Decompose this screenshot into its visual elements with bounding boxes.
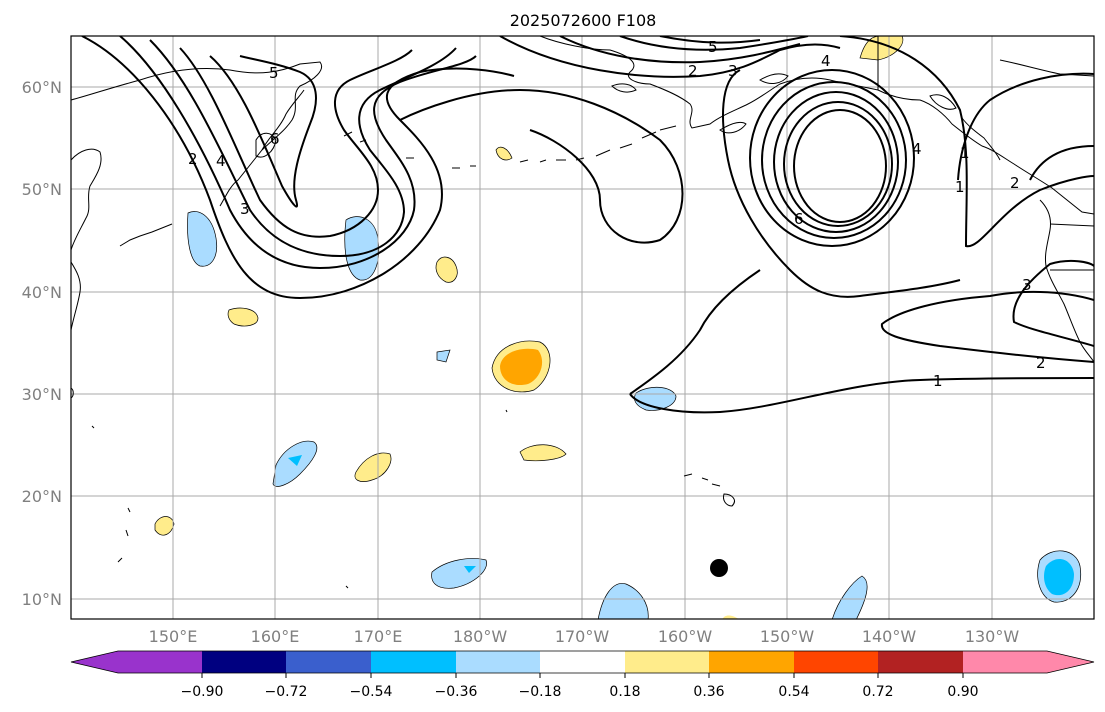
figure-title: 2025072600 F108	[510, 11, 657, 30]
colorbar-extend-max	[1047, 651, 1094, 673]
colorbar: −0.90 −0.72 −0.54 −0.36 −0.18 0.18 0.36 …	[70, 650, 1095, 700]
contour-label: 4	[216, 152, 226, 170]
map-frame	[70, 35, 1095, 620]
shade-region	[431, 558, 487, 589]
lon-label: 150°W	[760, 627, 815, 646]
colorbar-segment	[963, 651, 1047, 673]
shade-region	[288, 455, 302, 466]
lon-label: 170°W	[555, 627, 610, 646]
contour-label: 5	[269, 64, 279, 82]
colorbar-extend-min	[71, 651, 118, 673]
shade-region	[500, 348, 543, 386]
colorbar-tick-label: 0.90	[947, 684, 978, 700]
colorbar-tick-label: −0.36	[435, 684, 478, 700]
map-area: 6 5 4 3 2 4 3 2 1 6 5 4 1 3 2 2 1	[71, 36, 1094, 619]
longitude-labels: 150°E 160°E 170°E 180°W 170°W 160°W 150°…	[149, 627, 1020, 646]
colorbar-segment	[456, 651, 541, 673]
colorbar-tick-label: 0.36	[693, 684, 724, 700]
colorbar-segment	[878, 651, 964, 673]
colorbar-segment	[286, 651, 372, 673]
shade-region	[464, 566, 476, 573]
contour-label: 6	[794, 210, 804, 228]
shade-region	[831, 575, 868, 619]
shade-region	[597, 583, 649, 619]
colorbar-tick-label: −0.18	[519, 684, 562, 700]
colorbar-segment	[118, 651, 202, 673]
contour-label: 2	[1036, 354, 1046, 372]
contour-label: 5	[708, 38, 718, 56]
lat-label: 30°N	[22, 385, 62, 404]
shade-region	[154, 516, 175, 536]
colorbar-outline	[70, 650, 1095, 674]
colorbar-tick-label: −0.72	[265, 684, 308, 700]
contour-label: 4	[912, 140, 922, 158]
colorbar-tick-label: −0.54	[350, 684, 393, 700]
lat-label: 10°N	[22, 590, 62, 609]
lat-label: 40°N	[22, 283, 62, 302]
shade-region	[354, 452, 392, 482]
lon-label: 170°E	[354, 627, 403, 646]
lon-label: 130°W	[965, 627, 1020, 646]
lon-label: 140°W	[862, 627, 917, 646]
contour-label: 6	[270, 130, 280, 148]
colorbar-tick-label: 0.54	[778, 684, 809, 700]
contour-label: 2	[188, 150, 198, 168]
location-marker	[710, 559, 728, 577]
contour-label: 2	[1010, 174, 1020, 192]
colorbar-tick-label: −0.90	[181, 684, 224, 700]
colorbar-segment	[371, 651, 457, 673]
colorbar-segment	[794, 651, 879, 673]
lon-label: 180°W	[453, 627, 508, 646]
shade-region	[187, 211, 218, 267]
colorbar-segment	[540, 651, 626, 673]
contour-label: 2	[688, 62, 698, 80]
colorbar-segment	[202, 651, 287, 673]
contour-label: 1	[933, 372, 943, 390]
lat-label: 20°N	[22, 487, 62, 506]
contour-label: 1	[955, 178, 965, 196]
contour-label: 3	[1022, 276, 1032, 294]
shade-region	[435, 256, 458, 283]
lat-label: 60°N	[22, 78, 62, 97]
shade-region	[495, 146, 513, 161]
contour-labels: 6 5 4 3 2 4 3 2 1 6 5 4 1 3 2 2 1	[188, 38, 1046, 390]
lon-label: 160°E	[251, 627, 300, 646]
shade-region	[859, 36, 904, 61]
contour-label: 3	[240, 200, 250, 218]
lat-label: 50°N	[22, 180, 62, 199]
shade-region	[722, 615, 739, 619]
contour-label: 4	[821, 52, 831, 70]
latitude-labels: 60°N 50°N 40°N 30°N 20°N 10°N	[22, 78, 62, 609]
contour-lines	[81, 36, 1094, 414]
colorbar-segment	[709, 651, 795, 673]
lon-label: 150°E	[149, 627, 198, 646]
shade-region	[1044, 559, 1074, 596]
colorbar-tick-label: 0.72	[862, 684, 893, 700]
shade-region	[227, 307, 259, 327]
coastlines	[71, 36, 1094, 589]
contour-label: 3	[728, 62, 738, 80]
graticule	[71, 36, 1094, 619]
colorbar-segments	[70, 650, 1095, 674]
colorbar-ticks	[201, 673, 964, 678]
colorbar-segment	[625, 651, 710, 673]
shade-region	[519, 444, 567, 462]
colorbar-tick-label: 0.18	[609, 684, 640, 700]
shade-region	[436, 349, 451, 363]
contour-label: 1	[960, 144, 970, 162]
lon-label: 160°W	[658, 627, 713, 646]
